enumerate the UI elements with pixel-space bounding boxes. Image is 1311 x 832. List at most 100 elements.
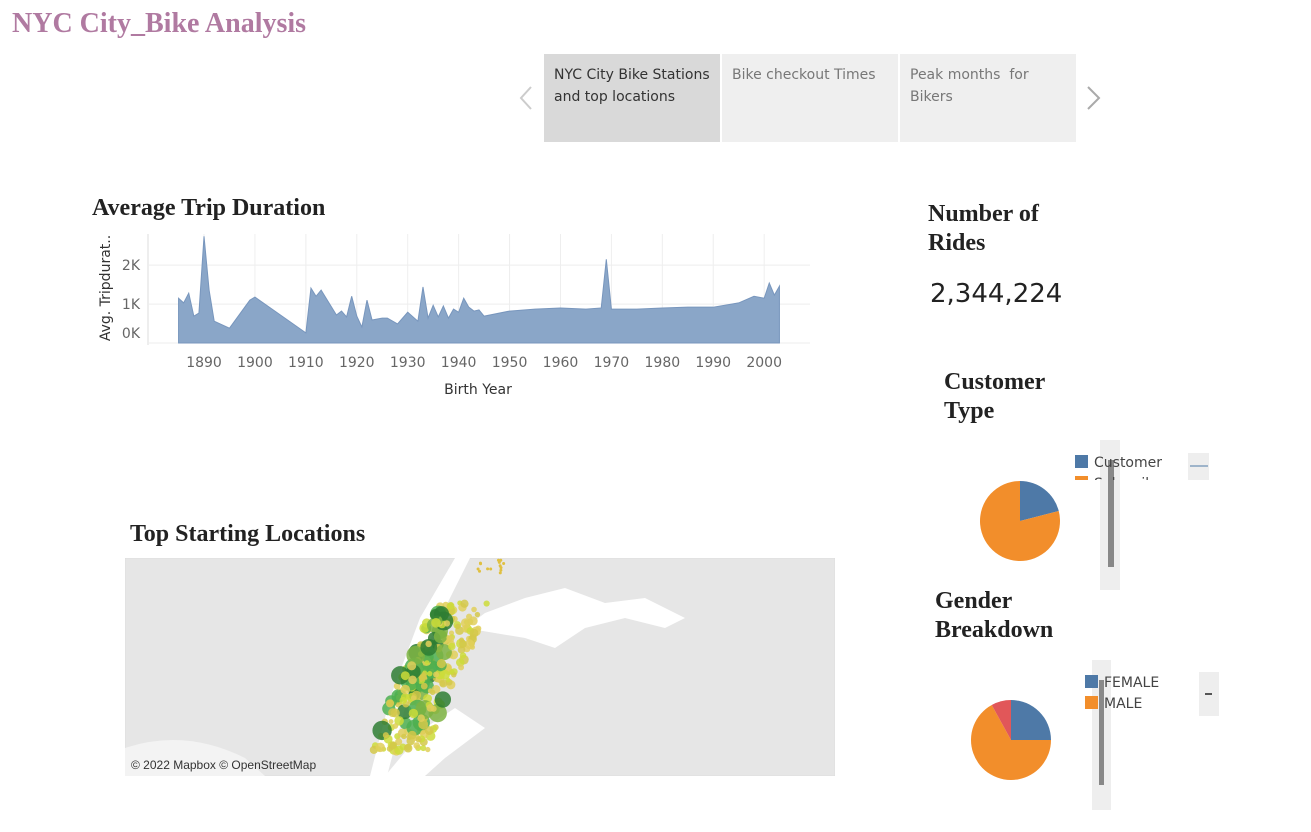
map-dot bbox=[408, 708, 419, 719]
next-arrow[interactable] bbox=[1087, 86, 1101, 110]
legend-label: Customer bbox=[1094, 455, 1162, 471]
scroll-thumb[interactable] bbox=[1099, 680, 1104, 785]
map-dot bbox=[425, 746, 431, 753]
map-dot bbox=[435, 644, 452, 661]
map-dot bbox=[457, 646, 466, 654]
map-dot bbox=[486, 567, 490, 571]
map-dot bbox=[424, 660, 430, 666]
story-tab[interactable] bbox=[722, 54, 898, 142]
tab-label[interactable]: Peak months for Bikers bbox=[910, 67, 1034, 105]
legend-swatch bbox=[1085, 675, 1098, 688]
map-dot bbox=[436, 658, 446, 669]
map-dot bbox=[430, 689, 436, 695]
kpi-title-box: Number of Rides bbox=[928, 201, 1039, 256]
map-dot bbox=[446, 635, 452, 641]
map-dot bbox=[455, 623, 461, 629]
map-dot bbox=[415, 736, 422, 743]
map-dot bbox=[394, 745, 404, 755]
kpi-value: 2,344,224 bbox=[930, 279, 1062, 309]
map-dot bbox=[410, 695, 417, 701]
map-dot bbox=[483, 600, 490, 607]
x-tick-label: 1930 bbox=[390, 355, 426, 371]
map-land bbox=[125, 558, 835, 776]
river bbox=[465, 588, 685, 648]
pie-slice bbox=[1020, 481, 1059, 521]
map-title: Top Starting Locations bbox=[130, 521, 365, 547]
pie-title-box: Customer Type bbox=[944, 369, 1045, 424]
map-dot bbox=[479, 562, 483, 566]
map-dot bbox=[449, 669, 455, 675]
map-dot bbox=[375, 742, 385, 753]
pie-slice bbox=[980, 481, 1060, 562]
x-axis-label: Birth Year bbox=[444, 382, 512, 398]
story-tab[interactable] bbox=[544, 54, 720, 142]
tab-label[interactable]: NYC City Bike Stations and top locations bbox=[554, 67, 710, 105]
tab-label-box: Bike checkout Times bbox=[732, 67, 876, 83]
map-dot bbox=[496, 558, 500, 562]
chart-title: Average Trip Duration bbox=[92, 195, 325, 221]
map-dot bbox=[388, 719, 394, 725]
map-dot bbox=[499, 568, 503, 572]
map-dot bbox=[439, 679, 448, 688]
map-dot bbox=[433, 671, 440, 678]
bay bbox=[125, 740, 265, 776]
story-tab[interactable] bbox=[900, 54, 1076, 142]
map-dot bbox=[474, 611, 481, 618]
legend-swatch bbox=[1075, 476, 1088, 480]
pie-slice bbox=[970, 704, 1051, 781]
map-dot bbox=[408, 675, 417, 685]
map-dot bbox=[395, 738, 403, 746]
map-dot bbox=[459, 640, 467, 648]
prev-arrow[interactable] bbox=[519, 86, 532, 110]
harbor bbox=[385, 708, 485, 776]
map-dot bbox=[456, 658, 465, 667]
map-dot bbox=[413, 742, 420, 749]
tab-label[interactable]: Bike checkout Times bbox=[732, 67, 876, 83]
x-tick-label: 1900 bbox=[237, 355, 273, 371]
map-dot bbox=[502, 561, 506, 565]
kpi-title: Number of Rides bbox=[928, 201, 1039, 256]
map-dot bbox=[499, 566, 503, 570]
map-dot bbox=[433, 629, 448, 644]
x-tick-label: 1990 bbox=[695, 355, 731, 371]
map-dot bbox=[420, 745, 427, 752]
map-dot bbox=[471, 606, 477, 613]
map-dot bbox=[446, 602, 455, 610]
map-dot bbox=[417, 714, 425, 722]
map-dot bbox=[401, 733, 407, 740]
map-attribution: © 2022 Mapbox © OpenStreetMap bbox=[131, 758, 316, 772]
map-dot bbox=[406, 645, 426, 665]
page-title: NYC City_Bike Analysis bbox=[12, 8, 306, 39]
map-dot bbox=[478, 569, 482, 573]
map-dot bbox=[393, 682, 401, 690]
x-tick-label: 1910 bbox=[288, 355, 324, 371]
map-dot bbox=[434, 691, 452, 708]
map-dot bbox=[499, 558, 503, 562]
legend-label: MALE bbox=[1104, 696, 1142, 712]
scroll-thumb[interactable] bbox=[1108, 460, 1114, 567]
map-dot bbox=[426, 704, 435, 712]
map-dot bbox=[425, 640, 432, 648]
pie-slice bbox=[991, 700, 1011, 740]
map-dot bbox=[431, 617, 441, 628]
map-dot bbox=[476, 567, 480, 571]
x-tick-label: 1920 bbox=[339, 355, 375, 371]
map-dot bbox=[498, 571, 502, 575]
legend-swatch bbox=[1075, 455, 1088, 468]
map-dot bbox=[407, 661, 417, 671]
y-axis-label: Avg. Tripdurat.. bbox=[98, 235, 114, 341]
map[interactable]: © 2022 Mapbox © OpenStreetMap bbox=[125, 558, 835, 776]
map-dot bbox=[389, 741, 398, 750]
legend: FEMALE MALE bbox=[1085, 675, 1159, 712]
map-dot bbox=[394, 716, 404, 726]
map-dot bbox=[489, 567, 493, 571]
legend: Customer Subscriber bbox=[1075, 455, 1169, 492]
map-dot bbox=[420, 638, 438, 656]
x-tick-label: 1940 bbox=[441, 355, 477, 371]
legend-label: Subscriber bbox=[1094, 476, 1169, 492]
y-tick-label: 0K bbox=[122, 326, 141, 342]
map-dot bbox=[469, 628, 479, 638]
map-dot bbox=[448, 642, 456, 651]
